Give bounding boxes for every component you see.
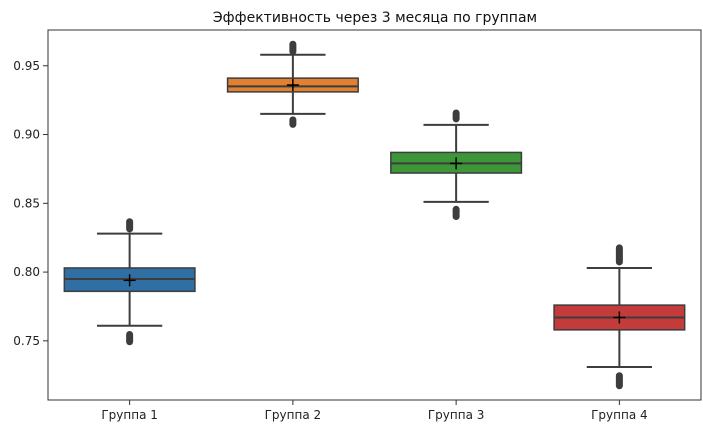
outlier-cluster-low: [615, 372, 623, 390]
outlier-cluster-low: [289, 116, 297, 128]
x-tick-label: Группа 3: [428, 408, 485, 422]
outlier-cluster-low: [126, 330, 134, 346]
x-tick-label: Группа 2: [265, 408, 322, 422]
y-tick-label: 0.75: [13, 334, 40, 348]
plot-area: 0.75 0.80 0.85 0.90 0.95 Группа 1 Группа 2 Груп…: [13, 29, 702, 422]
plot-frame: [47, 29, 702, 401]
outlier-cluster-high: [289, 40, 297, 56]
y-tick-label: 0.95: [13, 59, 40, 73]
x-tick-label: Группа 1: [101, 408, 158, 422]
outlier-cluster-high: [615, 244, 623, 266]
outlier-cluster-high: [126, 218, 134, 233]
x-tick-label: Группа 4: [591, 408, 648, 422]
outlier-cluster-high: [452, 109, 460, 123]
chart-title: Эффективность через 3 месяца по группам: [213, 10, 537, 26]
y-tick-label: 0.90: [13, 128, 40, 142]
y-tick-label: 0.80: [13, 265, 40, 279]
outlier-cluster-low: [452, 205, 460, 221]
y-tick-label: 0.85: [13, 196, 40, 210]
